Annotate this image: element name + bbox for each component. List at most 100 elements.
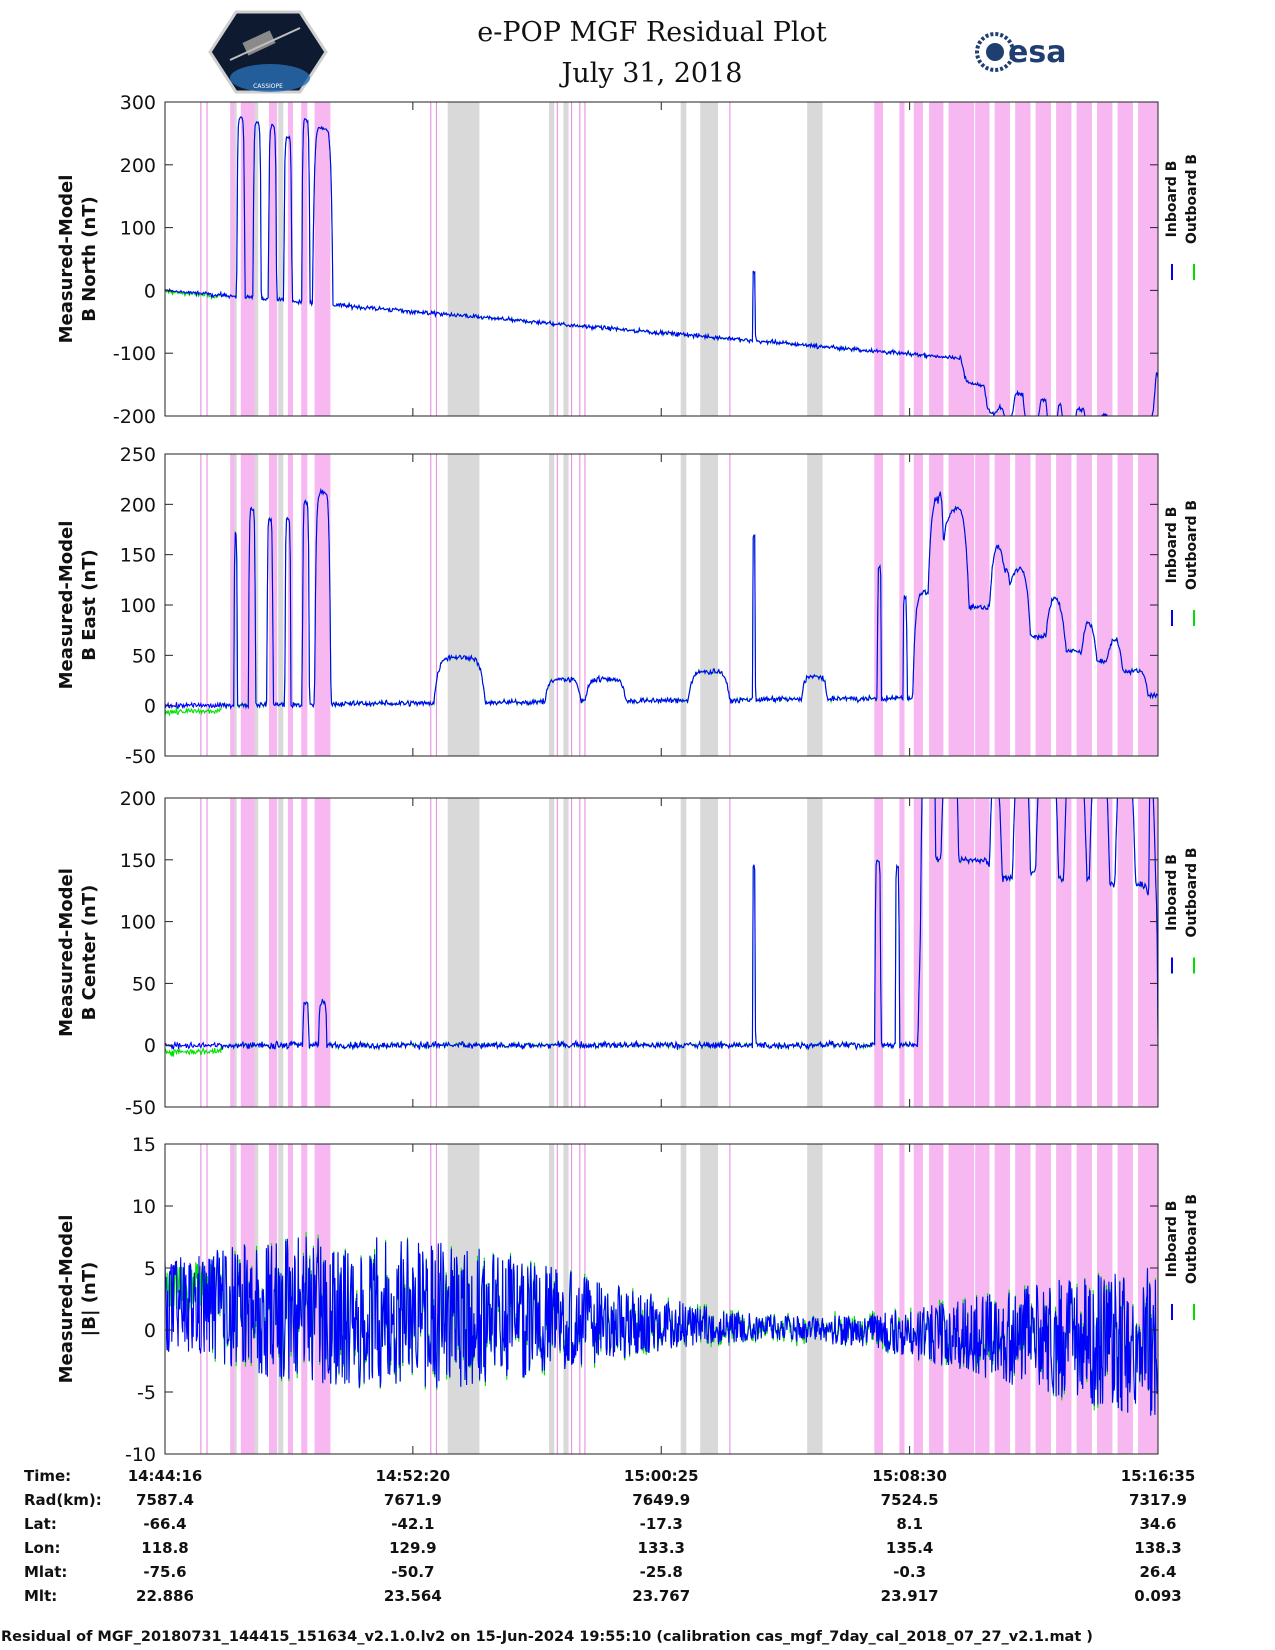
y-tick-label: -50 — [125, 746, 156, 768]
table-row-label: Time: — [24, 1467, 71, 1485]
pink-interval — [240, 798, 255, 1107]
legend-labels: Inboard B Outboard B — [1164, 500, 1200, 590]
pink-interval — [948, 454, 975, 756]
table-cell: 118.8 — [141, 1539, 188, 1557]
pink-interval — [1076, 454, 1092, 756]
pink-interval — [240, 102, 255, 416]
pink-interval — [240, 454, 255, 756]
gray-interval — [700, 102, 719, 416]
svg-text:esa: esa — [1008, 35, 1066, 70]
pink-interval — [314, 798, 331, 1107]
panel-3: -50 0 50 100 150 200 Measured-Model B Center (n… — [56, 788, 1200, 1119]
gray-interval — [680, 102, 687, 416]
table-cell: -50.7 — [391, 1563, 434, 1581]
pink-interval — [994, 798, 1010, 1107]
pink-interval — [268, 102, 278, 416]
svg-text:CASSIOPE: CASSIOPE — [253, 83, 283, 90]
gray-interval — [278, 102, 284, 416]
table-cell: -17.3 — [640, 1515, 683, 1533]
gray-interval — [549, 454, 555, 756]
series-inboard — [165, 1236, 1158, 1416]
y-tick-label: 250 — [120, 444, 156, 466]
gray-interval — [563, 102, 569, 416]
table-cell: 23.564 — [384, 1587, 442, 1605]
y-tick-label: 0 — [144, 696, 156, 718]
table-cell: 7671.9 — [384, 1491, 442, 1509]
table-row-label: Lon: — [24, 1539, 61, 1557]
y-tick-label: 0 — [144, 280, 156, 302]
pink-interval — [1056, 102, 1072, 416]
table-cell: 14:52:20 — [376, 1467, 451, 1485]
legend-labels: Inboard B Outboard B — [1164, 847, 1200, 937]
title-line-2: July 31, 2018 — [559, 58, 743, 89]
y-tick-label: 150 — [120, 545, 156, 567]
gray-interval — [549, 798, 555, 1107]
table-cell: 15:00:25 — [624, 1467, 699, 1485]
pink-interval — [913, 1144, 923, 1454]
table-cell: 23.767 — [632, 1587, 690, 1605]
pink-interval — [1097, 454, 1113, 756]
gray-interval — [549, 102, 555, 416]
table-cell: 7587.4 — [136, 1491, 194, 1509]
pink-interval — [929, 102, 944, 416]
legend-labels: Inboard B Outboard B — [1164, 1194, 1200, 1284]
table-cell: 7524.5 — [881, 1491, 939, 1509]
y-axis-label: Measured-Model |B| (nT) — [56, 1215, 100, 1384]
table-row-label: Lat: — [24, 1515, 57, 1533]
y-tick-label: 5 — [144, 1258, 156, 1280]
title-line-1: e-POP MGF Residual Plot — [477, 17, 827, 48]
pink-interval — [874, 454, 883, 756]
pink-interval — [230, 798, 235, 1107]
table-cell: -75.6 — [143, 1563, 186, 1581]
y-tick-label: 200 — [120, 494, 156, 516]
series-inboard — [165, 487, 1158, 710]
gray-interval — [700, 454, 719, 756]
table-cell: 138.3 — [1134, 1539, 1181, 1557]
table-cell: 34.6 — [1139, 1515, 1176, 1533]
series-inboard — [165, 116, 1158, 416]
pink-interval — [287, 102, 294, 416]
y-tick-label: 200 — [120, 788, 156, 810]
gray-interval — [278, 454, 284, 756]
pink-interval — [314, 454, 331, 756]
pink-interval — [994, 102, 1010, 416]
pink-interval — [268, 1144, 278, 1454]
table-cell: 26.4 — [1139, 1563, 1176, 1581]
y-tick-label: 100 — [120, 218, 156, 240]
pink-interval — [1035, 798, 1051, 1107]
y-tick-label: -200 — [113, 406, 156, 428]
pink-interval — [301, 798, 308, 1107]
pink-interval — [1117, 798, 1133, 1107]
y-tick-label: -100 — [113, 343, 156, 365]
gray-interval — [807, 1144, 823, 1454]
y-axis-label: Measured-Model B Center (nT) — [56, 868, 100, 1037]
table-cell: 8.1 — [896, 1515, 923, 1533]
table-cell: 135.4 — [886, 1539, 933, 1557]
pink-interval — [1097, 102, 1113, 416]
table-row-label: Rad(km): — [24, 1491, 102, 1509]
pink-interval — [1015, 798, 1031, 1107]
pink-interval — [314, 102, 331, 416]
pink-interval — [874, 1144, 883, 1454]
pink-interval — [1035, 454, 1051, 756]
pink-interval — [994, 454, 1010, 756]
pink-interval — [1117, 454, 1133, 756]
gray-interval — [807, 102, 823, 416]
pink-interval — [929, 1144, 944, 1454]
pink-interval — [314, 1144, 331, 1454]
gray-interval — [680, 454, 687, 756]
pink-interval — [301, 102, 308, 416]
y-tick-label: 100 — [120, 595, 156, 617]
pink-interval — [899, 102, 905, 416]
pink-interval — [1117, 102, 1133, 416]
table-cell: -42.1 — [391, 1515, 434, 1533]
pink-interval — [994, 1144, 1010, 1454]
pink-interval — [913, 798, 923, 1107]
y-tick-label: 100 — [120, 912, 156, 934]
cassiope-logo: CASSIOPE — [208, 10, 328, 94]
y-tick-label: 50 — [132, 645, 156, 667]
table-cell: 7317.9 — [1129, 1491, 1187, 1509]
pink-interval — [1056, 454, 1072, 756]
pink-interval — [268, 798, 278, 1107]
